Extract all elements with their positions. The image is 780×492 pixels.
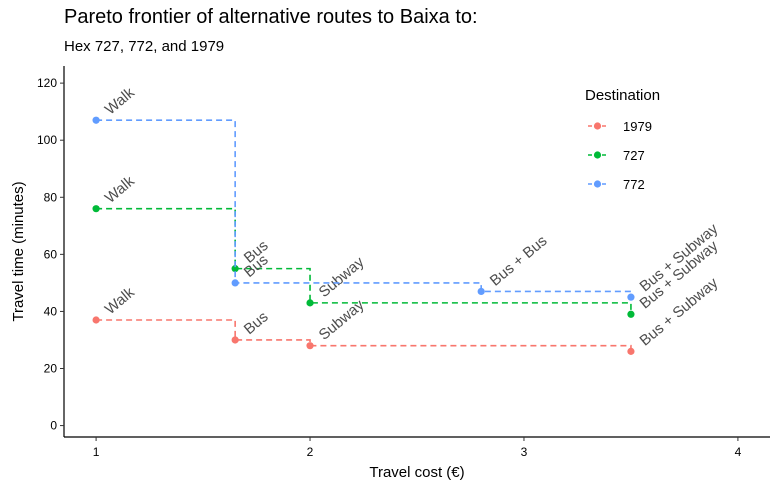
y-tick-label: 0	[50, 419, 57, 433]
x-tick-label: 1	[93, 445, 100, 459]
data-point-772	[92, 116, 100, 124]
point-label: Walk	[102, 172, 138, 206]
data-point-1979	[627, 347, 635, 355]
data-point-1979	[306, 342, 314, 350]
point-label: Subway	[316, 253, 368, 301]
point-label: Bus	[241, 308, 272, 338]
data-point-727	[92, 205, 100, 213]
x-tick-label: 2	[307, 445, 314, 459]
series-line-727	[96, 207, 632, 315]
x-tick-label: 4	[735, 445, 742, 459]
chart-subtitle: Hex 727, 772, and 1979	[64, 38, 225, 55]
point-label: Walk	[102, 284, 138, 318]
y-tick-label: 100	[37, 133, 57, 147]
data-point-1979	[92, 316, 100, 324]
data-point-727	[627, 310, 635, 318]
data-point-772	[231, 279, 239, 287]
legend-key-point	[593, 151, 602, 159]
legend-key-point	[593, 180, 602, 188]
data-point-727	[306, 299, 314, 307]
y-tick-label: 40	[44, 304, 58, 318]
legend-title: Destination	[585, 87, 660, 104]
x-tick-label: 3	[521, 445, 528, 459]
x-axis-title: Travel cost (€)	[369, 464, 464, 481]
data-point-772	[627, 293, 635, 301]
legend-label: 772	[623, 177, 645, 192]
data-point-772	[477, 287, 485, 296]
data-point-727	[231, 265, 239, 273]
y-tick-label: 120	[37, 76, 57, 90]
y-tick-label: 20	[44, 362, 58, 376]
legend-key-point	[593, 122, 602, 130]
legend-label: 1979	[623, 119, 652, 134]
y-axis-title: Travel time (minutes)	[10, 181, 27, 321]
chart-title: Pareto frontier of alternative routes to…	[64, 6, 478, 28]
point-label: Bus + Bus	[487, 232, 551, 289]
data-point-1979	[231, 336, 239, 344]
y-tick-label: 60	[44, 247, 58, 261]
y-tick-label: 80	[44, 190, 58, 204]
legend-label: 727	[623, 148, 645, 163]
series-line-1979	[96, 319, 632, 352]
point-label: Walk	[102, 84, 138, 118]
